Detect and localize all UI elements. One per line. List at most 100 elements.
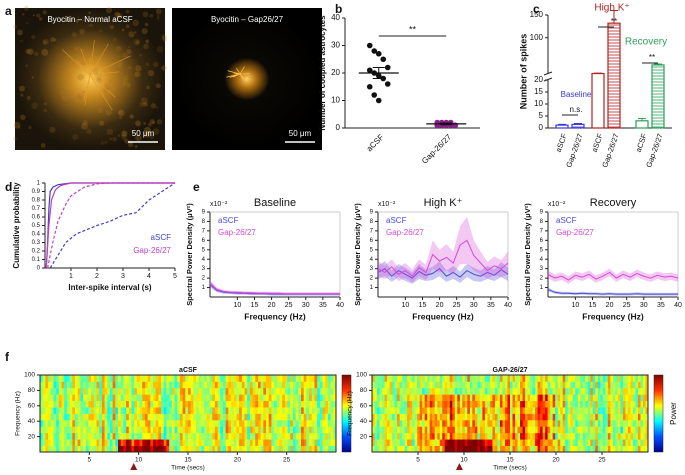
spectrogram-cell bbox=[642, 375, 646, 382]
spectrogram-cell bbox=[510, 432, 513, 440]
spectrogram-cell bbox=[311, 432, 315, 440]
spectrogram-cell bbox=[214, 407, 218, 414]
spectrogram-cell bbox=[617, 407, 621, 414]
cell-texture bbox=[73, 65, 76, 69]
spectrogram-cell bbox=[464, 432, 468, 440]
spectrogram-cell bbox=[50, 381, 54, 389]
spectrogram-cell bbox=[547, 394, 551, 402]
spectrogram-cell bbox=[301, 381, 305, 389]
spectrogram-cell bbox=[45, 407, 49, 414]
error-band bbox=[548, 268, 678, 284]
spectrogram-cell bbox=[540, 394, 544, 402]
spectrogram-cell bbox=[45, 375, 49, 382]
spectrogram-cell bbox=[74, 419, 79, 427]
spectrogram-cell bbox=[499, 419, 503, 427]
spectrogram-cell bbox=[174, 439, 178, 446]
spectrogram-cell bbox=[77, 426, 81, 434]
spectrogram-cell bbox=[88, 445, 92, 453]
spectrogram-cell bbox=[469, 394, 473, 402]
spectrogram-cell bbox=[595, 375, 599, 382]
spectrogram-cell bbox=[552, 387, 556, 395]
cell-texture bbox=[41, 48, 49, 56]
spectrogram-cell bbox=[123, 400, 127, 408]
spectrogram-cell bbox=[577, 394, 581, 402]
data-point bbox=[384, 81, 391, 87]
cell-texture bbox=[99, 120, 105, 126]
spectrogram-cell bbox=[545, 426, 549, 434]
spectrogram-cell bbox=[617, 419, 621, 427]
spectrogram-cell bbox=[322, 400, 326, 408]
spectrogram-cell bbox=[101, 426, 105, 434]
cell-texture bbox=[152, 121, 155, 124]
spectrogram-cell bbox=[454, 426, 458, 434]
spectrogram-cell bbox=[454, 381, 458, 389]
y-tick-label: 5 bbox=[540, 247, 544, 253]
spectrogram-cell bbox=[517, 445, 521, 453]
spectrogram-cell bbox=[502, 439, 506, 446]
spectrogram-cell bbox=[422, 407, 426, 414]
spectrogram-cell bbox=[225, 387, 229, 395]
spectrogram-cell bbox=[610, 439, 614, 446]
cell-texture bbox=[82, 119, 89, 126]
spectrogram-cell bbox=[637, 407, 641, 414]
cell-texture bbox=[88, 24, 91, 27]
spectrogram-cell bbox=[179, 394, 184, 402]
error-bar bbox=[654, 63, 662, 65]
cell-texture bbox=[121, 84, 126, 88]
spectrogram-cell bbox=[492, 419, 496, 427]
spectrogram-cell bbox=[155, 375, 159, 382]
spectrogram-cell bbox=[397, 426, 400, 434]
spectrogram-cell bbox=[630, 413, 634, 421]
spectrogram-cell bbox=[112, 394, 116, 402]
spectrogram-cell bbox=[201, 419, 205, 427]
process bbox=[236, 68, 241, 75]
spectrogram-cell bbox=[118, 375, 122, 382]
cell-texture bbox=[147, 122, 152, 127]
y-tick-label: 0.3 bbox=[32, 240, 41, 246]
spectrogram-cell bbox=[147, 407, 151, 414]
spectrogram-cell bbox=[469, 407, 473, 414]
spectrogram-cell bbox=[166, 419, 170, 427]
spectrogram-cell bbox=[266, 419, 270, 427]
spectrogram-cell bbox=[437, 419, 441, 427]
spectrogram-cell bbox=[565, 407, 569, 414]
spectrogram-cell bbox=[577, 375, 581, 382]
spectrogram-cell bbox=[447, 432, 451, 440]
cell-texture bbox=[135, 65, 142, 72]
spectrogram-cell bbox=[462, 400, 466, 408]
spectrogram-cell bbox=[74, 381, 79, 389]
spectrogram-cell bbox=[260, 394, 264, 402]
spectrogram-cell bbox=[212, 381, 216, 389]
spectrogram-cell bbox=[179, 407, 184, 414]
spectrogram-cell bbox=[494, 381, 498, 389]
spectrogram-cell bbox=[69, 400, 73, 408]
spectrogram-cell bbox=[268, 394, 272, 402]
spectrogram-cell bbox=[48, 387, 52, 395]
spectrogram-cell bbox=[595, 432, 599, 440]
spectrogram-cell bbox=[520, 387, 523, 395]
spectrogram-cell bbox=[109, 387, 114, 395]
spectrogram-cell bbox=[610, 445, 614, 453]
spectrogram-cell bbox=[592, 419, 596, 427]
spectrogram-cell bbox=[179, 426, 184, 434]
spectrogram-cell bbox=[620, 419, 624, 427]
spectrogram-cell bbox=[452, 413, 456, 421]
cell-texture bbox=[66, 17, 71, 22]
spectrogram-cell bbox=[282, 432, 286, 440]
spectrogram-cell bbox=[74, 394, 79, 402]
spectrogram-cell bbox=[482, 419, 486, 427]
spectrogram-cell bbox=[163, 445, 167, 453]
spectrogram-cell bbox=[575, 394, 579, 402]
spectrogram-cell bbox=[377, 400, 380, 408]
spectrogram-cell bbox=[627, 432, 631, 440]
spectrogram-cell bbox=[241, 419, 245, 427]
spectrogram-cell bbox=[247, 400, 251, 408]
spectrogram-cell bbox=[236, 419, 240, 427]
spectrogram-cell bbox=[580, 439, 584, 446]
spectrogram-cell bbox=[510, 445, 513, 453]
spectrogram-cell bbox=[600, 439, 604, 446]
spectrogram-cell bbox=[83, 439, 87, 446]
spectrogram-cell bbox=[469, 381, 473, 389]
spectrogram-cell bbox=[244, 426, 248, 434]
spectrogram-cell bbox=[333, 426, 337, 434]
